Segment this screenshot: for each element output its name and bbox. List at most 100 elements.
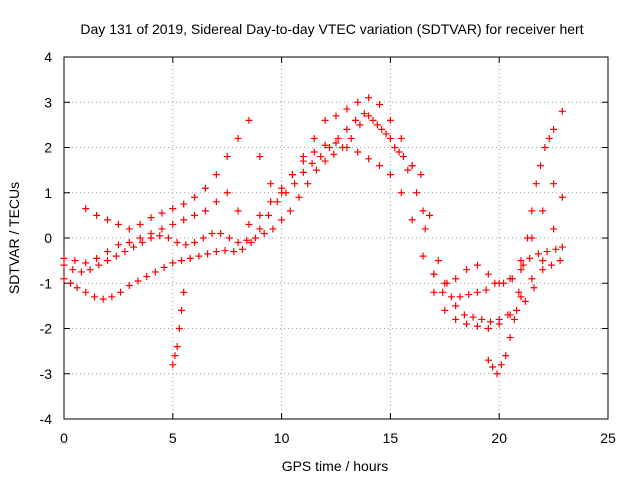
series-track-2	[60, 112, 564, 326]
data-point	[178, 257, 186, 265]
data-point	[304, 180, 312, 188]
data-point	[399, 153, 407, 161]
data-point	[526, 254, 534, 262]
data-point	[452, 302, 460, 310]
data-point	[195, 252, 203, 260]
data-point	[360, 110, 368, 118]
data-point	[69, 266, 77, 274]
data-point	[267, 198, 275, 206]
data-point	[256, 211, 264, 219]
data-series	[60, 94, 566, 378]
y-tick-labels: -4 -3 -2 -1 0 1 2 3 4	[40, 49, 53, 427]
data-point	[386, 134, 394, 142]
data-point	[201, 207, 209, 215]
data-point	[217, 229, 225, 237]
x-tick-label: 0	[60, 430, 68, 446]
data-point	[71, 257, 79, 265]
y-tick-label: 3	[44, 94, 52, 110]
data-point	[312, 166, 320, 174]
data-point	[523, 234, 531, 242]
data-point	[378, 125, 386, 133]
data-point	[495, 279, 503, 287]
data-point	[356, 121, 364, 129]
data-point	[82, 205, 90, 213]
data-point	[558, 243, 566, 251]
data-point	[299, 153, 307, 161]
data-point	[497, 361, 505, 369]
data-point	[343, 144, 351, 151]
data-point	[245, 220, 253, 228]
data-point	[82, 259, 90, 267]
data-point	[125, 239, 133, 247]
data-point	[473, 261, 481, 269]
data-point	[521, 297, 529, 305]
data-point	[391, 144, 399, 151]
data-point	[478, 315, 486, 323]
data-point	[221, 247, 229, 255]
data-point	[543, 248, 551, 256]
data-point	[482, 286, 490, 294]
data-point	[386, 116, 394, 124]
data-point	[541, 144, 549, 151]
data-point	[369, 116, 377, 124]
data-point	[365, 155, 373, 163]
data-point	[517, 266, 525, 274]
data-point	[463, 320, 471, 328]
data-point	[93, 254, 101, 262]
data-point	[138, 239, 146, 247]
data-point	[295, 193, 303, 201]
data-point	[463, 266, 471, 274]
data-point	[151, 268, 159, 276]
data-point	[473, 288, 481, 296]
data-point	[343, 125, 351, 133]
data-point	[134, 277, 142, 285]
data-point	[532, 180, 540, 188]
data-point	[441, 279, 449, 287]
data-point	[310, 148, 318, 156]
y-tick-label: -4	[40, 411, 53, 427]
data-point	[539, 207, 547, 215]
data-point	[408, 216, 416, 224]
data-point	[136, 220, 144, 228]
data-point	[291, 180, 299, 188]
data-point	[550, 180, 558, 188]
data-point	[245, 116, 253, 124]
data-point	[90, 293, 98, 301]
data-point	[234, 239, 242, 247]
data-point	[515, 288, 523, 296]
data-point	[397, 134, 405, 142]
series-track-5	[169, 288, 188, 369]
data-point	[171, 352, 179, 360]
data-point	[332, 112, 340, 120]
data-point	[545, 134, 553, 142]
data-point	[513, 306, 521, 314]
data-point	[173, 343, 181, 351]
x-tick-labels: 0 5 10 15 20 25	[60, 430, 616, 446]
y-tick-label: 1	[44, 185, 52, 201]
data-point	[321, 157, 329, 165]
data-point	[104, 257, 112, 265]
y-tick-label: 0	[44, 230, 52, 246]
data-point	[191, 193, 199, 201]
data-point	[530, 284, 538, 292]
series-track-6	[484, 125, 558, 378]
data-point	[397, 189, 405, 197]
data-point	[321, 141, 329, 149]
data-point	[517, 257, 525, 265]
data-point	[60, 261, 68, 269]
data-point	[158, 225, 166, 233]
data-point	[147, 214, 155, 222]
data-point	[182, 241, 190, 249]
data-point	[77, 268, 85, 276]
data-point	[93, 211, 101, 219]
data-point	[519, 261, 527, 269]
y-tick-label: -3	[40, 366, 53, 382]
data-point	[484, 325, 492, 332]
data-point	[539, 266, 547, 274]
data-point	[495, 320, 503, 328]
data-point	[104, 248, 112, 256]
data-point	[456, 293, 464, 301]
data-point	[121, 248, 129, 256]
data-point	[332, 139, 340, 147]
data-point	[510, 315, 518, 323]
